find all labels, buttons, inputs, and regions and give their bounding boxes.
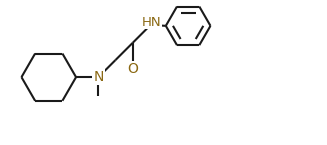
Text: HN: HN	[141, 16, 161, 29]
Text: N: N	[93, 70, 104, 84]
Text: O: O	[127, 62, 138, 76]
